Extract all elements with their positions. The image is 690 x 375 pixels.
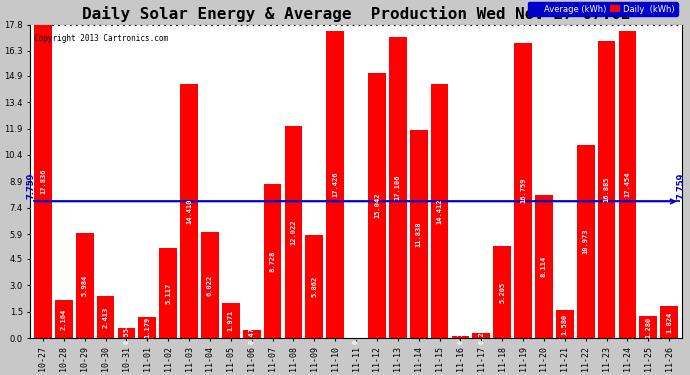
Bar [493,246,511,338]
Bar [598,40,615,338]
Title: Daily Solar Energy & Average  Production Wed Nov 27 07:02: Daily Solar Energy & Average Production … [81,6,631,22]
Bar [535,195,553,338]
Bar [117,328,135,338]
Text: 0.478: 0.478 [248,322,255,344]
Text: 10.973: 10.973 [582,229,589,254]
Bar [159,248,177,338]
Bar [201,232,219,338]
Bar [264,184,282,338]
Bar [243,330,261,338]
Text: 2.164: 2.164 [61,309,67,330]
Bar [55,300,72,338]
Text: 7.759: 7.759 [26,172,35,199]
Text: 0.144: 0.144 [457,322,464,344]
Bar [326,31,344,338]
Legend: Average (kWh), Daily  (kWh): Average (kWh), Daily (kWh) [528,2,678,16]
Text: 11.838: 11.838 [415,221,422,247]
Bar [410,130,428,338]
Text: 5.862: 5.862 [311,276,317,297]
Text: 1.179: 1.179 [144,317,150,338]
Bar [660,306,678,338]
Text: 1.580: 1.580 [562,314,568,335]
Bar [431,84,448,338]
Text: 0.554: 0.554 [124,322,130,344]
Bar [368,73,386,338]
Text: 15.042: 15.042 [374,193,380,218]
Text: 1.971: 1.971 [228,310,234,332]
Text: 1.824: 1.824 [666,312,672,333]
Bar [180,84,198,338]
Bar [76,233,94,338]
Text: 16.759: 16.759 [520,178,526,203]
Text: 14.410: 14.410 [186,198,192,224]
Text: 5.117: 5.117 [165,282,171,304]
Text: Copyright 2013 Cartronics.com: Copyright 2013 Cartronics.com [34,34,168,43]
Text: 5.205: 5.205 [499,282,505,303]
Bar [451,336,469,338]
Text: 14.412: 14.412 [437,198,442,224]
Text: 17.454: 17.454 [624,172,631,197]
Bar [34,24,52,338]
Bar [306,235,323,338]
Text: 7.759: 7.759 [677,172,686,199]
Bar [618,31,636,338]
Bar [473,333,490,338]
Bar [139,317,156,338]
Text: 1.280: 1.280 [645,316,651,338]
Text: 6.022: 6.022 [207,274,213,296]
Text: 0.000: 0.000 [353,322,359,344]
Bar [222,303,239,338]
Text: 8.728: 8.728 [270,251,275,272]
Bar [556,310,573,338]
Text: 17.426: 17.426 [332,172,338,197]
Bar [577,145,595,338]
Text: 16.885: 16.885 [604,177,609,202]
Text: 0.286: 0.286 [478,322,484,344]
Text: 8.114: 8.114 [541,256,547,278]
Text: 5.984: 5.984 [81,275,88,296]
Bar [514,43,532,338]
Text: 2.413: 2.413 [103,306,108,327]
Bar [389,37,406,338]
Text: 17.106: 17.106 [395,175,401,200]
Bar [640,316,657,338]
Text: 12.022: 12.022 [290,219,297,245]
Bar [97,296,115,338]
Text: 17.836: 17.836 [40,168,46,194]
Bar [284,126,302,338]
